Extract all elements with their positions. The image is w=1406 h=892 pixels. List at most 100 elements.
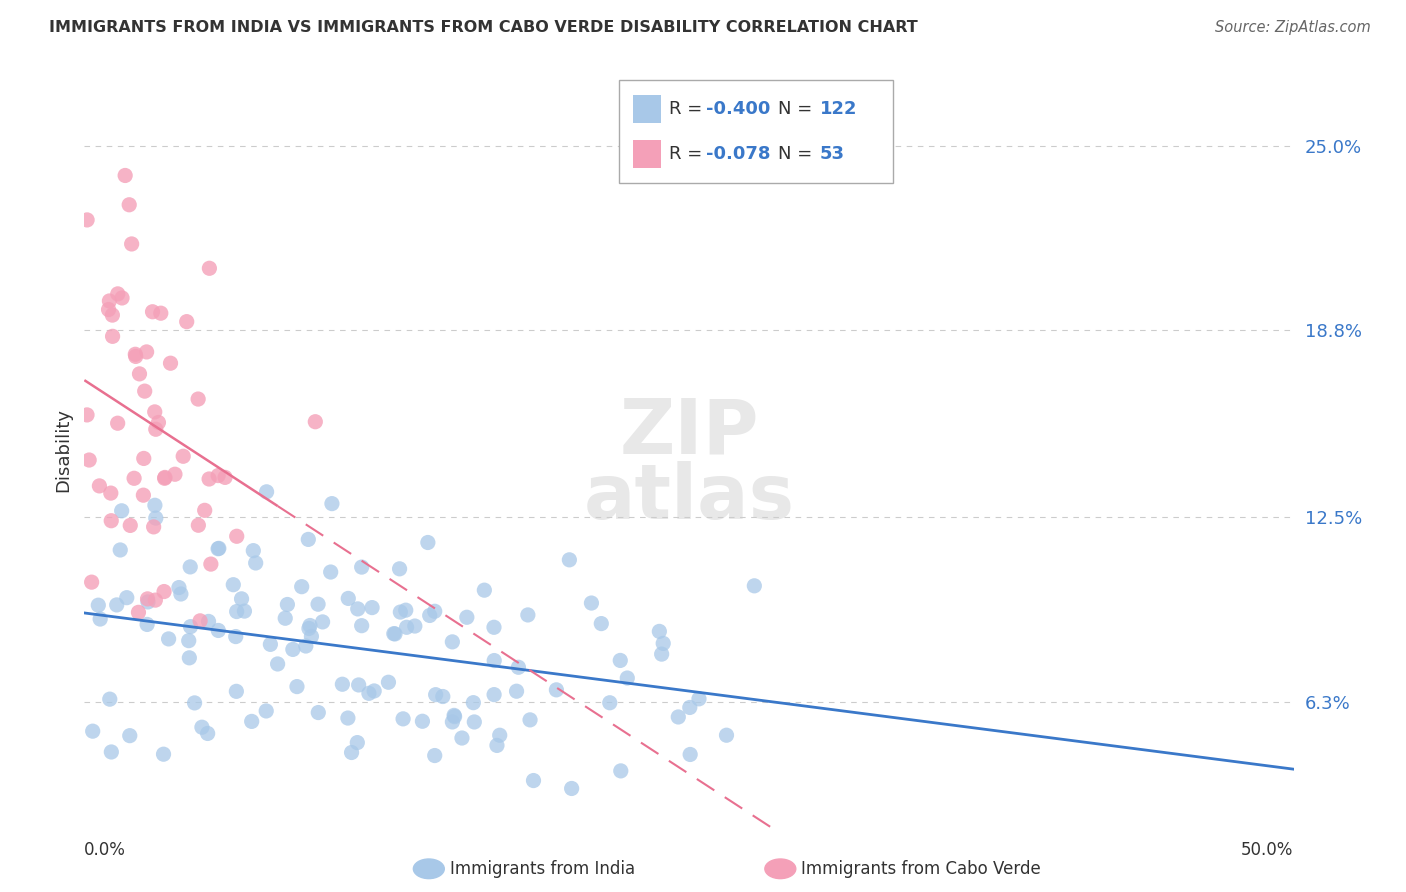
Text: 53: 53	[820, 145, 845, 163]
Point	[163, 467, 186, 482]
Point	[152, 747, 174, 762]
Point	[332, 677, 354, 691]
Point	[179, 650, 201, 665]
Point	[111, 504, 134, 518]
Point	[285, 680, 308, 694]
Point	[170, 587, 193, 601]
Point	[508, 660, 530, 674]
Point	[143, 593, 166, 607]
Point	[307, 597, 329, 611]
Point	[153, 470, 176, 484]
Point	[89, 612, 111, 626]
Point	[149, 306, 172, 320]
Point	[443, 709, 465, 723]
Point	[392, 712, 415, 726]
Point	[276, 598, 298, 612]
Text: Source: ZipAtlas.com: Source: ZipAtlas.com	[1215, 20, 1371, 35]
Point	[561, 781, 583, 796]
Point	[463, 714, 485, 729]
Point	[516, 607, 538, 622]
Point	[145, 422, 167, 436]
Point	[522, 773, 544, 788]
Point	[125, 350, 148, 364]
Y-axis label: Disability: Disability	[55, 409, 73, 492]
Point	[110, 543, 132, 558]
Point	[187, 518, 209, 533]
Point	[599, 696, 621, 710]
Point	[107, 286, 129, 301]
Point	[441, 635, 464, 649]
Point	[558, 553, 581, 567]
Point	[425, 688, 447, 702]
Point	[148, 416, 170, 430]
Point	[132, 488, 155, 502]
Point	[256, 484, 278, 499]
Point	[384, 627, 406, 641]
Point	[340, 746, 363, 760]
Point	[363, 684, 385, 698]
Point	[423, 748, 446, 763]
Point	[97, 302, 120, 317]
Point	[274, 611, 297, 625]
Point	[225, 684, 247, 698]
Point	[298, 622, 321, 636]
Point	[111, 291, 134, 305]
Point	[200, 557, 222, 571]
Point	[443, 708, 465, 723]
Point	[350, 560, 373, 574]
Point	[231, 591, 253, 606]
Point	[122, 471, 145, 485]
Point	[107, 416, 129, 430]
Point	[266, 657, 288, 671]
Text: IMMIGRANTS FROM INDIA VS IMMIGRANTS FROM CABO VERDE DISABILITY CORRELATION CHART: IMMIGRANTS FROM INDIA VS IMMIGRANTS FROM…	[49, 20, 918, 35]
Point	[242, 543, 264, 558]
Point	[307, 706, 329, 720]
Point	[225, 605, 247, 619]
Point	[157, 632, 180, 646]
Point	[82, 724, 104, 739]
Point	[648, 624, 671, 639]
Point	[519, 713, 541, 727]
Point	[145, 511, 167, 525]
Point	[254, 704, 277, 718]
Point	[136, 617, 159, 632]
Point	[259, 637, 281, 651]
Point	[404, 619, 426, 633]
Point	[188, 614, 211, 628]
Point	[432, 690, 454, 704]
Text: Immigrants from Cabo Verde: Immigrants from Cabo Verde	[801, 860, 1042, 878]
Point	[77, 453, 100, 467]
Point	[463, 696, 485, 710]
Point	[350, 618, 373, 632]
Point	[482, 654, 505, 668]
Point	[194, 503, 217, 517]
Point	[143, 498, 166, 512]
Text: ZIP
atlas: ZIP atlas	[583, 396, 794, 535]
Point	[311, 615, 333, 629]
Text: 0.0%: 0.0%	[84, 841, 127, 860]
Text: R =: R =	[669, 145, 709, 163]
Point	[76, 213, 98, 227]
Point	[225, 529, 247, 543]
Point	[546, 682, 568, 697]
Point	[666, 710, 689, 724]
Point	[128, 367, 150, 381]
Point	[183, 696, 205, 710]
Point	[198, 472, 221, 486]
Point	[233, 604, 256, 618]
Point	[651, 647, 673, 661]
Point	[395, 620, 418, 634]
Point	[716, 728, 738, 742]
Point	[214, 470, 236, 484]
Point	[679, 747, 702, 762]
Point	[281, 642, 304, 657]
Point	[222, 577, 245, 591]
Point	[98, 692, 121, 706]
Point	[80, 575, 103, 590]
Point	[153, 584, 176, 599]
Point	[488, 728, 510, 742]
Point	[298, 618, 321, 632]
Point	[304, 415, 326, 429]
Point	[118, 198, 141, 212]
Point	[100, 514, 122, 528]
